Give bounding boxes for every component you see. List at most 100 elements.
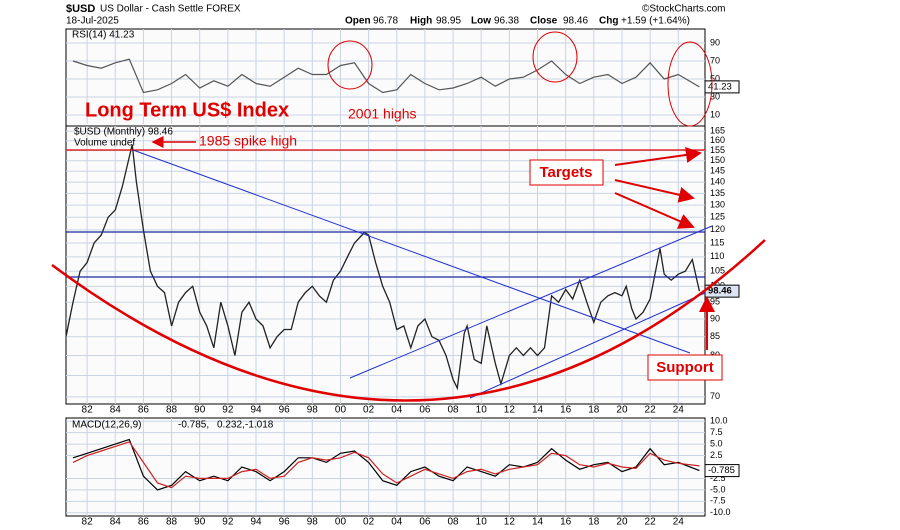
- x-tick-label: 98: [307, 517, 319, 528]
- y-tick-label: 95: [710, 297, 720, 307]
- date: 18-Jul-2025: [66, 16, 119, 27]
- last-value-box: [704, 464, 740, 478]
- annotation-title: Long Term US$ Index: [85, 99, 289, 121]
- x-tick-label: 88: [166, 405, 178, 416]
- x-tick-label: 82: [82, 517, 94, 528]
- x-tick-label: 02: [363, 405, 375, 416]
- x-tick-label: 12: [504, 405, 516, 416]
- macd-legend: MACD(12,26,9): [72, 420, 141, 431]
- x-tick-label: 90: [194, 405, 206, 416]
- y-tick-label: 130: [710, 199, 725, 209]
- arrow: [614, 179, 695, 203]
- circle: [532, 31, 578, 83]
- last-value: 41.23: [708, 81, 732, 92]
- x-tick-label: 82: [82, 405, 94, 416]
- x-tick-label: 18: [588, 517, 600, 528]
- x-tick-label: 14: [532, 517, 544, 528]
- macd-legend: -1.018: [245, 420, 274, 431]
- y-tick-label: 90: [710, 313, 720, 323]
- arrow: [614, 147, 702, 166]
- y-tick-label: 90: [710, 37, 720, 47]
- x-tick-label: 24: [673, 517, 685, 528]
- y-tick-label: 160: [710, 135, 725, 145]
- label-box: [529, 159, 604, 186]
- x-tick-label: 92: [222, 405, 234, 416]
- x-tick-label: 08: [447, 405, 459, 416]
- x-tick-label: 84: [110, 405, 122, 416]
- y-tick-label: 2.5: [710, 450, 723, 460]
- y-tick-label: 120: [710, 224, 725, 234]
- x-tick-label: 10: [476, 405, 488, 416]
- x-tick-label: 06: [419, 517, 431, 528]
- x-tick-label: 06: [419, 405, 431, 416]
- rsi-panel: [65, 28, 706, 127]
- macd-legend: 0.232,: [217, 420, 245, 431]
- annotation: Targets: [539, 164, 592, 181]
- x-tick-label: 00: [335, 517, 347, 528]
- x-tick-label: 20: [616, 517, 628, 528]
- arrow: [614, 192, 695, 229]
- y-tick-label: 150: [710, 155, 725, 165]
- x-tick-label: 02: [363, 517, 375, 528]
- y-tick-label: 70: [710, 55, 720, 65]
- channel-line: [349, 225, 713, 379]
- x-tick-label: 94: [250, 517, 262, 528]
- circle: [327, 40, 373, 90]
- y-tick-label: 5.0: [710, 438, 723, 448]
- trend-line: [132, 149, 691, 354]
- annotation: 1985 spike high: [199, 133, 297, 149]
- x-tick-label: 12: [504, 517, 516, 528]
- macd-panel: [65, 417, 706, 517]
- x-tick-label: 22: [645, 405, 657, 416]
- x-tick-label: 18: [588, 405, 600, 416]
- x-tick-label: 86: [138, 517, 150, 528]
- close-value: 98.46: [563, 16, 588, 27]
- x-tick-label: 98: [307, 405, 319, 416]
- price-legend: Volume undef: [74, 138, 135, 149]
- credit: ©StockCharts.com: [642, 4, 726, 15]
- x-tick-label: 20: [616, 405, 628, 416]
- x-tick-label: 14: [532, 405, 544, 416]
- x-tick-label: 16: [560, 517, 572, 528]
- y-tick-label: -7.5: [710, 496, 726, 506]
- x-tick-label: 88: [166, 517, 178, 528]
- last-value: -0.785: [708, 465, 735, 476]
- x-tick-label: 04: [391, 405, 403, 416]
- series-line: [65, 144, 701, 391]
- price-legend: $USD (Monthly) 98.46: [74, 127, 173, 138]
- y-tick-label: -2.5: [710, 473, 726, 483]
- symbol: $USD: [66, 3, 95, 15]
- open-label: Open: [345, 16, 371, 27]
- y-tick-label: 10: [710, 109, 720, 119]
- label-box: [647, 354, 723, 381]
- x-tick-label: 96: [279, 405, 291, 416]
- x-tick-label: 90: [194, 517, 206, 528]
- y-tick-label: -5.0: [710, 484, 726, 494]
- low-label: Low: [471, 16, 491, 27]
- rsi-legend: RSI(14) 41.23: [72, 30, 135, 41]
- x-tick-label: 04: [391, 517, 403, 528]
- x-tick-label: 24: [673, 405, 685, 416]
- channel-line: [469, 292, 706, 399]
- y-tick-label: -10.0: [710, 507, 731, 517]
- y-tick-label: 70: [710, 391, 720, 401]
- low-value: 96.38: [494, 16, 519, 27]
- annotation: 2001 highs: [348, 106, 417, 122]
- last-value-box: [704, 80, 740, 94]
- chg-label: Chg: [599, 16, 618, 27]
- y-tick-label: 10.0: [710, 416, 728, 426]
- last-value: 98.46: [708, 286, 732, 297]
- y-tick-label: 110: [710, 251, 724, 261]
- annotations: Long Term US$ Index 2001 highs 1985 spik…: [51, 31, 766, 402]
- x-tick-label: 94: [250, 405, 262, 416]
- x-tick-label: 00: [335, 405, 347, 416]
- y-tick-label: 135: [710, 188, 725, 198]
- x-tick-label: 96: [279, 517, 291, 528]
- x-tick-label: 86: [138, 405, 150, 416]
- symbol-name: US Dollar - Cash Settle FOREX: [100, 4, 241, 15]
- x-tick-label: 16: [560, 405, 572, 416]
- x-tick-label: 92: [222, 517, 234, 528]
- series-line: [72, 441, 700, 489]
- support-curve: [51, 239, 766, 402]
